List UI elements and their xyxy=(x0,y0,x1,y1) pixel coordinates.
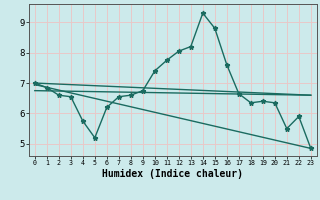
X-axis label: Humidex (Indice chaleur): Humidex (Indice chaleur) xyxy=(102,169,243,179)
